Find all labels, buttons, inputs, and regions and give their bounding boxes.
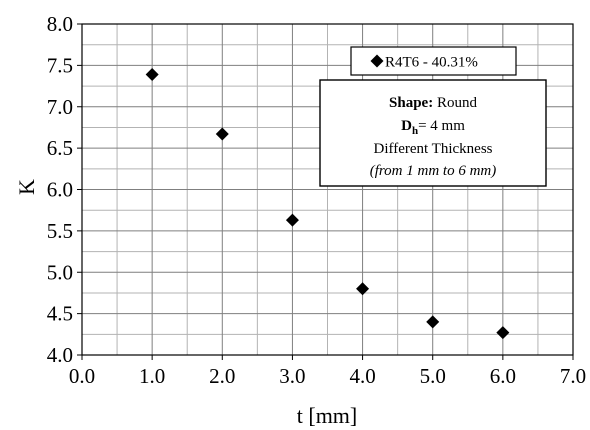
data-point-diamond bbox=[426, 315, 440, 329]
y-tick-label: 5.0 bbox=[47, 260, 73, 284]
y-tick-label: 7.5 bbox=[47, 53, 73, 77]
annotation-shape-label: Shape: bbox=[389, 95, 433, 111]
y-tick-label: 6.5 bbox=[47, 136, 73, 160]
annotation-shape-value: Round bbox=[433, 95, 477, 111]
data-point-diamond bbox=[145, 67, 159, 81]
x-tick-label: 4.0 bbox=[349, 364, 375, 388]
x-tick-label: 6.0 bbox=[490, 364, 516, 388]
data-point-diamond bbox=[215, 127, 229, 141]
y-tick-label: 7.0 bbox=[47, 95, 73, 119]
annotation-diameter-line: Dh= 4 mm bbox=[401, 118, 465, 137]
y-tick-label: 8.0 bbox=[47, 12, 73, 36]
legend: R4T6 - 40.31% bbox=[350, 46, 517, 76]
data-points bbox=[145, 67, 510, 340]
annotation-dh-subscript: h bbox=[412, 125, 418, 137]
x-axis-title: t [mm] bbox=[297, 403, 358, 428]
y-axis-tick-labels: 4.0 4.5 5.0 5.5 6.0 6.5 7.0 7.5 8.0 bbox=[47, 12, 82, 367]
annotation-dh-symbol: D bbox=[401, 118, 412, 134]
x-tick-label: 7.0 bbox=[560, 364, 586, 388]
x-tick-label: 3.0 bbox=[279, 364, 305, 388]
annotation-range-line: (from 1 mm to 6 mm) bbox=[370, 163, 497, 179]
x-axis-tick-labels: 0.0 1.0 2.0 3.0 4.0 5.0 6.0 7.0 bbox=[69, 355, 586, 388]
data-point-diamond bbox=[285, 213, 299, 227]
legend-series-label: R4T6 - 40.31% bbox=[385, 55, 478, 71]
annotation-border bbox=[319, 79, 547, 187]
x-tick-label: 5.0 bbox=[420, 364, 446, 388]
data-point-diamond bbox=[356, 282, 370, 296]
y-tick-label: 6.0 bbox=[47, 178, 73, 202]
y-axis-title: K bbox=[14, 179, 39, 195]
legend-diamond-marker bbox=[370, 54, 384, 68]
x-tick-label: 0.0 bbox=[69, 364, 95, 388]
y-tick-label: 4.0 bbox=[47, 343, 73, 367]
data-point-diamond bbox=[496, 326, 510, 340]
annotation-box: Shape: Round Dh= 4 mm Different Thicknes… bbox=[319, 79, 547, 187]
y-tick-label: 4.5 bbox=[47, 302, 73, 326]
annotation-thickness-line: Different Thickness bbox=[374, 141, 493, 157]
annotation-shape-line: Shape: Round bbox=[389, 95, 477, 111]
x-tick-label: 1.0 bbox=[139, 364, 165, 388]
y-tick-label: 5.5 bbox=[47, 219, 73, 243]
annotation-dh-value: = 4 mm bbox=[418, 118, 465, 134]
x-tick-label: 2.0 bbox=[209, 364, 235, 388]
